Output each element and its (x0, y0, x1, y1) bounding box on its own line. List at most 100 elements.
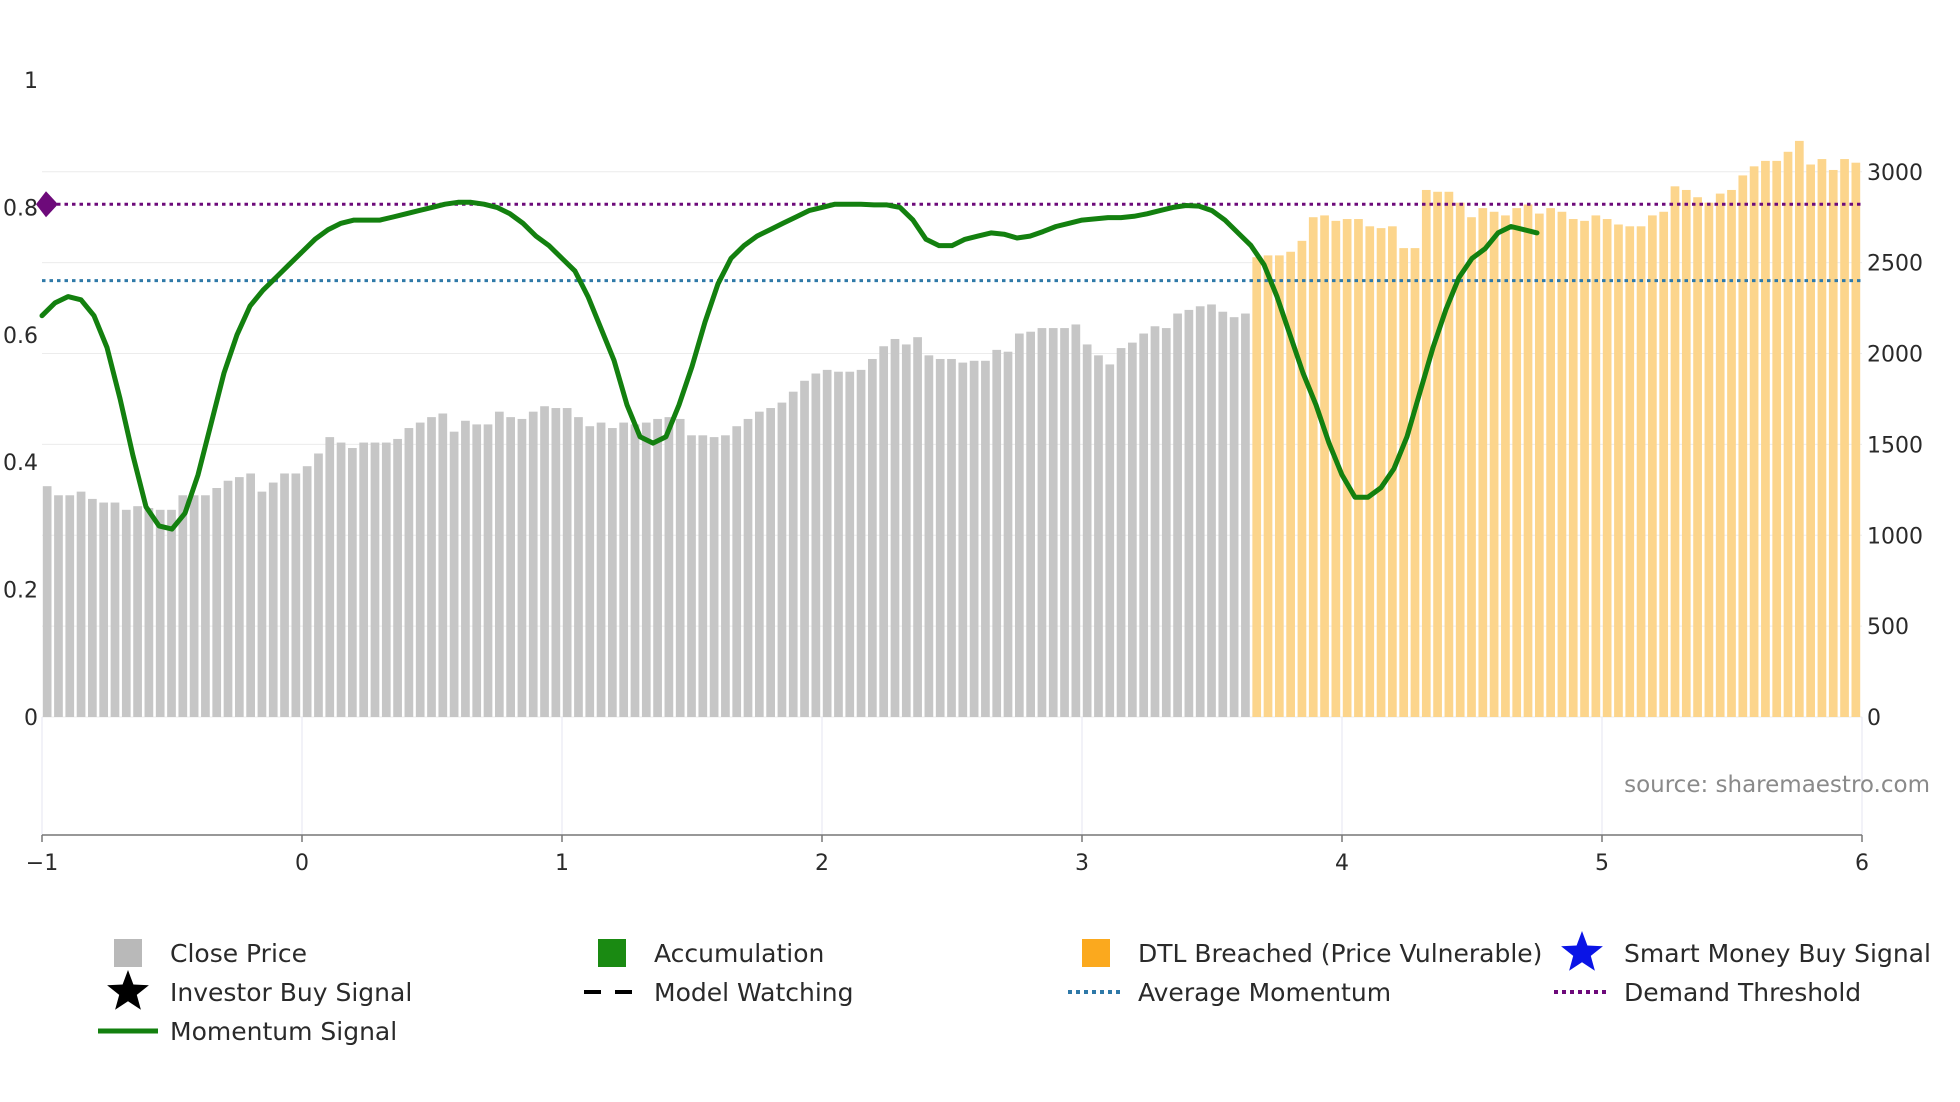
close-price-bar (461, 420, 470, 717)
avg-legend-label: Average Momentum (1138, 978, 1391, 1007)
close-price-bar (1026, 331, 1035, 717)
close-price-bar (1376, 228, 1386, 717)
close-price-bar (1727, 189, 1736, 717)
close-price-bar (1116, 348, 1126, 717)
close-price-bar (257, 491, 267, 717)
y-left-tick-label: 0.8 (3, 196, 38, 221)
y-right-tick-label: 2500 (1867, 252, 1923, 277)
close-price-bar (144, 508, 154, 717)
close-price-bar (1128, 342, 1137, 717)
dtl-legend-marker (1082, 939, 1110, 967)
close-price-bar (868, 358, 877, 717)
close-price-bar (1783, 151, 1793, 717)
close-price-bar (1828, 169, 1838, 717)
close-price-bar (1467, 217, 1476, 717)
close-price-bar (641, 422, 651, 717)
close-price-bar (1557, 211, 1567, 718)
close-price-bar (924, 355, 934, 717)
x-tick-label: 0 (295, 851, 309, 876)
close-price-bar (1184, 309, 1194, 717)
close-price-bar (664, 417, 674, 717)
close-price-bar (88, 498, 97, 717)
close-price-bar (1817, 159, 1827, 718)
investor-legend-marker (107, 970, 149, 1010)
close-price-bar (958, 362, 968, 717)
close-price-bar (698, 435, 708, 717)
close-price-bar (608, 428, 617, 717)
close-price-bar (336, 442, 346, 717)
close-price-bar (178, 495, 188, 717)
close-price-bar (890, 338, 900, 717)
close-price-bar (540, 406, 549, 717)
close-price-bar (201, 495, 210, 717)
close-price-bar (1772, 160, 1782, 717)
x-tick-label: 3 (1075, 851, 1089, 876)
close-price-bar (506, 417, 515, 717)
smart-legend-label: Smart Money Buy Signal (1624, 939, 1931, 968)
close-price-bar (845, 371, 855, 717)
watch-legend-label: Model Watching (654, 978, 854, 1007)
close-price-bar (1794, 140, 1804, 717)
close-price-bar (1331, 220, 1341, 717)
close-price-bar (302, 466, 312, 717)
close-price-bar (1478, 208, 1488, 717)
close-price-bar (415, 422, 425, 717)
source-label: source: sharemaestro.com (1624, 772, 1930, 798)
demand-threshold-marker (36, 191, 58, 218)
close-price-bar (811, 373, 821, 717)
close-price-bar (1693, 197, 1702, 718)
smart-legend-marker (1561, 931, 1603, 971)
close-price-bar (1252, 257, 1262, 717)
y-left-tick-label: 0.4 (3, 451, 38, 476)
close-price-bar (110, 502, 120, 717)
close-price-bar (449, 431, 459, 717)
close-price-bar (1297, 240, 1307, 717)
close-price-bar (1150, 326, 1160, 717)
x-tick-label: 5 (1595, 851, 1609, 876)
close-price-bar (585, 426, 595, 717)
x-tick-label: 1 (555, 851, 569, 876)
close-price-bar (551, 408, 561, 717)
close-price-bar (630, 424, 640, 717)
close-price-bar (1840, 159, 1849, 718)
close-price-bar (517, 418, 527, 717)
close-price-bar (291, 473, 301, 717)
close-price-bar (562, 408, 572, 717)
close-price-bar (99, 502, 109, 717)
close-price-bar (1263, 255, 1273, 717)
y-left-tick-label: 0.6 (3, 324, 38, 349)
close-price-bar (901, 344, 911, 717)
close-price-bar (314, 453, 323, 717)
close-price-bar (359, 442, 369, 717)
close-price-bar (325, 437, 335, 717)
close-price-bar (42, 486, 52, 717)
close-price-bar (1591, 215, 1601, 717)
close-price-bar (1003, 351, 1013, 717)
close-price-bar (1806, 164, 1815, 717)
close-price-bar (777, 402, 787, 717)
axis-layer: −1 0 1 2 3 4 5 6 0 0.2 0.4 0.6 0.8 1 0 500 1000 1500 2000 2… (3, 69, 1923, 876)
y-right-tick-label: 500 (1867, 615, 1909, 640)
legend: Close Price Accumulation DTL Breached (Pri… (98, 931, 1931, 1046)
close-price-bar (1489, 211, 1499, 718)
close-price-bar (1602, 219, 1612, 717)
momentum-signal-layer (39, 199, 1540, 532)
close-price-bar (1094, 355, 1103, 717)
y-right-tick-label: 0 (1867, 706, 1881, 731)
close-price-bar (121, 509, 131, 717)
close-price-bar (1014, 333, 1024, 717)
y-right-tick-label: 1000 (1867, 524, 1923, 549)
close-price-bar (1738, 175, 1748, 718)
close-price-bar (54, 495, 63, 717)
close-price-bar (992, 349, 1002, 717)
close-price-bar (381, 442, 391, 717)
dtl-legend-label: DTL Breached (Price Vulnerable) (1138, 939, 1542, 968)
close-price-bar (1071, 324, 1081, 717)
close-price-bar (1670, 186, 1680, 718)
close-price-bar (1207, 304, 1216, 717)
close-price-bar (788, 391, 798, 717)
close-price-bar (1455, 202, 1465, 718)
close-price-bar (721, 435, 730, 717)
y-right-tick-label: 3000 (1867, 161, 1923, 186)
